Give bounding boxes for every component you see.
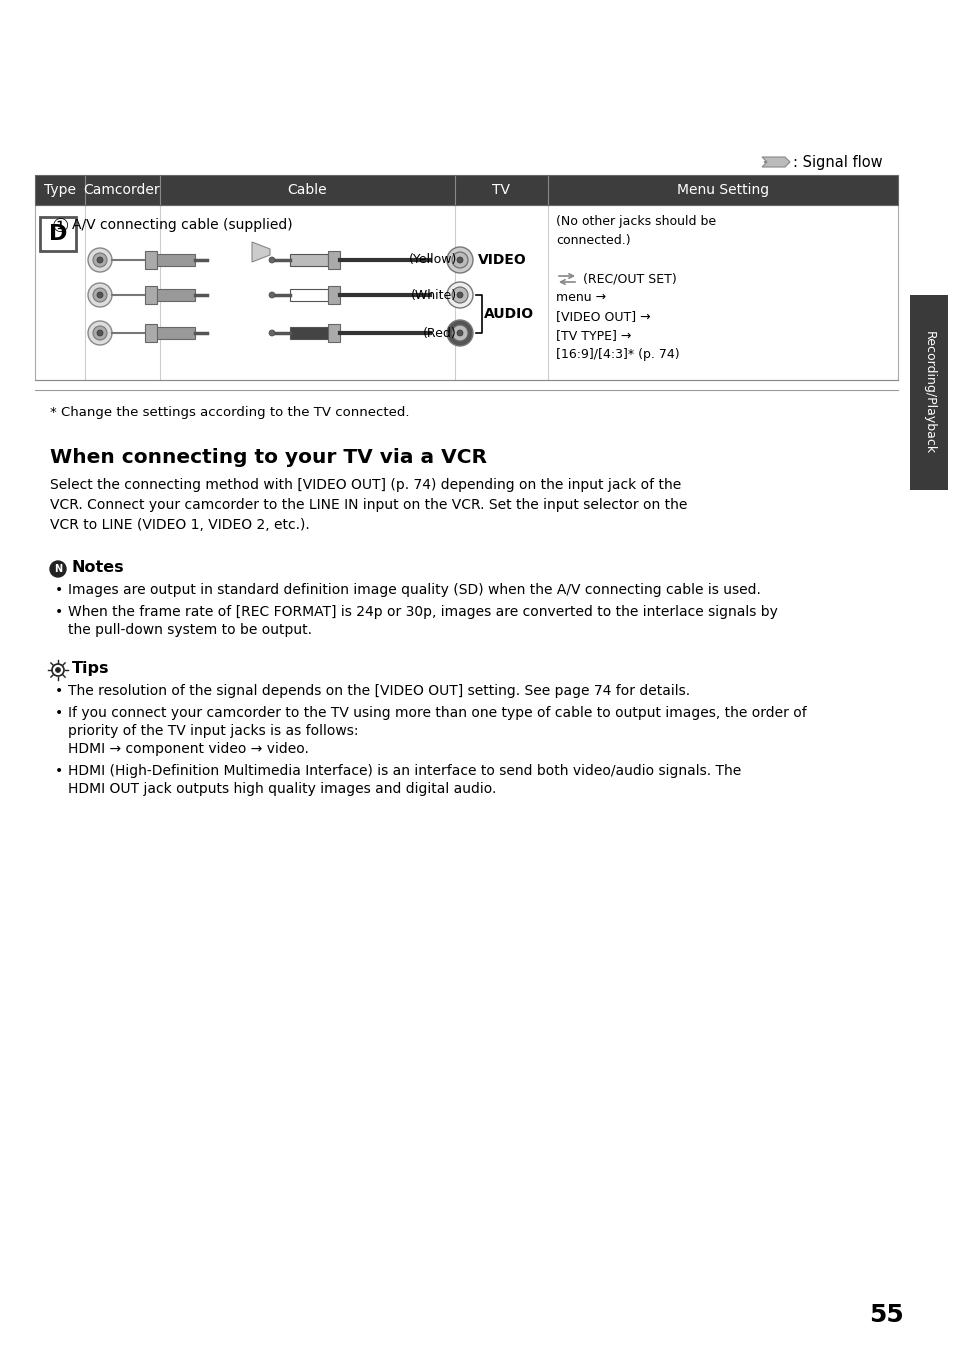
Text: : Signal flow: : Signal flow xyxy=(792,155,882,170)
Circle shape xyxy=(456,330,462,337)
Text: (White): (White) xyxy=(411,289,456,301)
Circle shape xyxy=(269,330,274,337)
Text: HDMI OUT jack outputs high quality images and digital audio.: HDMI OUT jack outputs high quality image… xyxy=(68,782,496,797)
Text: menu →: menu → xyxy=(556,290,605,304)
Text: Notes: Notes xyxy=(71,560,125,575)
Bar xyxy=(40,217,76,251)
Circle shape xyxy=(92,288,107,303)
Bar xyxy=(290,289,328,301)
Circle shape xyxy=(452,324,468,341)
Text: [TV TYPE] →: [TV TYPE] → xyxy=(556,328,631,342)
Text: HDMI (High-Definition Multimedia Interface) is an interface to send both video/a: HDMI (High-Definition Multimedia Interfa… xyxy=(68,764,740,778)
Text: ①: ① xyxy=(51,217,69,236)
Circle shape xyxy=(447,320,473,346)
Text: HDMI → component video → video.: HDMI → component video → video. xyxy=(68,742,309,756)
Circle shape xyxy=(92,326,107,341)
Text: D: D xyxy=(49,224,67,244)
Bar xyxy=(35,205,897,380)
Circle shape xyxy=(447,282,473,308)
Text: Recording/Playback: Recording/Playback xyxy=(922,331,935,455)
Circle shape xyxy=(456,292,462,299)
Text: * Change the settings according to the TV connected.: * Change the settings according to the T… xyxy=(50,406,409,419)
Text: TV: TV xyxy=(492,183,510,197)
Circle shape xyxy=(50,560,66,577)
Text: A/V connecting cable (supplied): A/V connecting cable (supplied) xyxy=(72,218,293,232)
Circle shape xyxy=(55,668,60,673)
Bar xyxy=(145,324,157,342)
Circle shape xyxy=(456,256,462,263)
Text: [16:9]/[4:3]* (p. 74): [16:9]/[4:3]* (p. 74) xyxy=(556,347,679,361)
Text: (No other jacks should be: (No other jacks should be xyxy=(556,214,716,228)
Text: 55: 55 xyxy=(868,1303,903,1327)
Text: •: • xyxy=(55,684,63,697)
Circle shape xyxy=(269,292,274,299)
Bar xyxy=(145,286,157,304)
Text: If you connect your camcorder to the TV using more than one type of cable to out: If you connect your camcorder to the TV … xyxy=(68,706,806,721)
Text: the pull-down system to be output.: the pull-down system to be output. xyxy=(68,623,312,636)
Text: Camcorder: Camcorder xyxy=(84,183,160,197)
Bar xyxy=(157,254,194,266)
Text: When connecting to your TV via a VCR: When connecting to your TV via a VCR xyxy=(50,448,486,467)
Bar xyxy=(157,327,194,339)
Text: priority of the TV input jacks is as follows:: priority of the TV input jacks is as fol… xyxy=(68,725,358,738)
Circle shape xyxy=(452,252,468,267)
Bar xyxy=(328,286,339,304)
Text: (REC/OUT SET): (REC/OUT SET) xyxy=(582,271,676,285)
Text: VCR to LINE (VIDEO 1, VIDEO 2, etc.).: VCR to LINE (VIDEO 1, VIDEO 2, etc.). xyxy=(50,518,310,532)
Bar xyxy=(290,254,328,266)
Circle shape xyxy=(447,247,473,273)
Circle shape xyxy=(92,252,107,267)
Text: •: • xyxy=(55,584,63,597)
Circle shape xyxy=(88,322,112,345)
Bar xyxy=(145,251,157,269)
Bar xyxy=(35,175,897,205)
Circle shape xyxy=(88,248,112,271)
Circle shape xyxy=(97,330,103,337)
Text: Tips: Tips xyxy=(71,661,110,676)
Circle shape xyxy=(97,256,103,263)
Text: When the frame rate of [REC FORMAT] is 24p or 30p, images are converted to the i: When the frame rate of [REC FORMAT] is 2… xyxy=(68,605,777,619)
Bar xyxy=(157,289,194,301)
Text: Cable: Cable xyxy=(287,183,327,197)
Text: Type: Type xyxy=(44,183,76,197)
Text: AUDIO: AUDIO xyxy=(483,307,534,322)
Text: connected.): connected.) xyxy=(556,233,630,247)
Text: VCR. Connect your camcorder to the LINE IN input on the VCR. Set the input selec: VCR. Connect your camcorder to the LINE … xyxy=(50,498,687,512)
Circle shape xyxy=(97,292,103,299)
Text: The resolution of the signal depends on the [VIDEO OUT] setting. See page 74 for: The resolution of the signal depends on … xyxy=(68,684,689,697)
Circle shape xyxy=(452,286,468,303)
Text: VIDEO: VIDEO xyxy=(477,252,526,267)
Bar xyxy=(328,324,339,342)
Text: Menu Setting: Menu Setting xyxy=(677,183,768,197)
Text: •: • xyxy=(55,706,63,721)
Polygon shape xyxy=(761,157,789,167)
Text: •: • xyxy=(55,764,63,778)
Bar xyxy=(909,294,947,490)
Circle shape xyxy=(88,284,112,307)
Bar xyxy=(328,251,339,269)
Text: Images are output in standard definition image quality (SD) when the A/V connect: Images are output in standard definition… xyxy=(68,584,760,597)
Text: (Red): (Red) xyxy=(423,327,456,339)
Polygon shape xyxy=(252,242,270,262)
Circle shape xyxy=(269,256,274,263)
Text: [VIDEO OUT] →: [VIDEO OUT] → xyxy=(556,309,650,323)
Bar xyxy=(290,327,328,339)
Text: (Yellow): (Yellow) xyxy=(408,254,456,266)
Text: N: N xyxy=(54,565,62,574)
Text: •: • xyxy=(55,605,63,619)
Bar xyxy=(35,175,897,205)
Text: Select the connecting method with [VIDEO OUT] (p. 74) depending on the input jac: Select the connecting method with [VIDEO… xyxy=(50,478,680,493)
